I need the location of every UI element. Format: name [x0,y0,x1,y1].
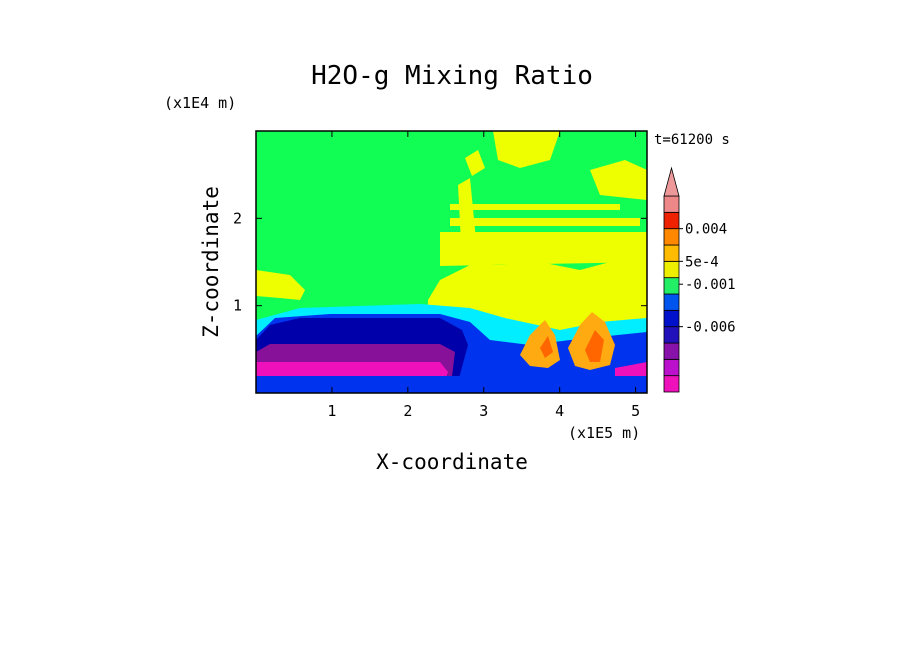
colorbar-swatch [663,358,680,377]
surface-layer [256,376,647,393]
plot-frame [255,130,648,394]
colorbar-swatch [663,309,680,328]
x-tick-label: 3 [479,402,488,420]
y-tick-label: 2 [233,209,242,227]
y-axis: 12 [233,209,647,315]
chart-title: H2O-g Mixing Ratio [311,61,593,91]
colorbar: 0.004 5e-4 -0.001 -0.006 [663,166,736,393]
contour-field [256,131,647,393]
convection-core [540,336,553,358]
convection-core [585,330,604,362]
moist-patch [493,131,560,168]
moist-patch-left [256,270,305,300]
x-tick-label: 4 [555,402,564,420]
moist-band [440,232,647,266]
colorbar-label: 0.004 [685,222,727,238]
colorbar-swatch [663,244,680,262]
colorbar-swatch [663,375,680,393]
y-tick-label: 1 [233,297,242,315]
x-axis: 1 2 3 4 5 [327,131,640,420]
x-multiplier: (x1E5 m) [568,424,640,442]
convection-cell [520,320,560,368]
moist-patch [465,150,485,176]
y-multiplier: (x1E4 m) [164,94,236,112]
colorbar-extend-arrow [663,166,680,197]
colorbar-swatch [663,211,680,230]
y-axis-label: Z-coordinate [199,186,223,338]
colorbar-swatch [663,195,680,213]
x-tick-label: 5 [631,402,640,420]
x-tick-label: 1 [327,402,336,420]
colorbar-swatch [663,277,680,295]
colorbar-swatch [663,342,680,360]
colorbar-swatch [663,293,680,311]
colorbar-swatch [663,260,680,279]
x-tick-label: 2 [403,402,412,420]
magenta-patch-right [615,362,647,376]
x-axis-label: X-coordinate [376,450,528,474]
moist-band [450,218,640,226]
colorbar-label: 5e-4 [685,254,719,270]
moist-patch [590,160,647,200]
colorbar-swatch [663,228,680,246]
colorbar-label: -0.001 [685,277,736,293]
colorbar-label: -0.006 [685,320,736,336]
colorbar-swatch [663,326,680,344]
moist-band [450,204,620,210]
time-label: t=61200 s [654,132,730,148]
